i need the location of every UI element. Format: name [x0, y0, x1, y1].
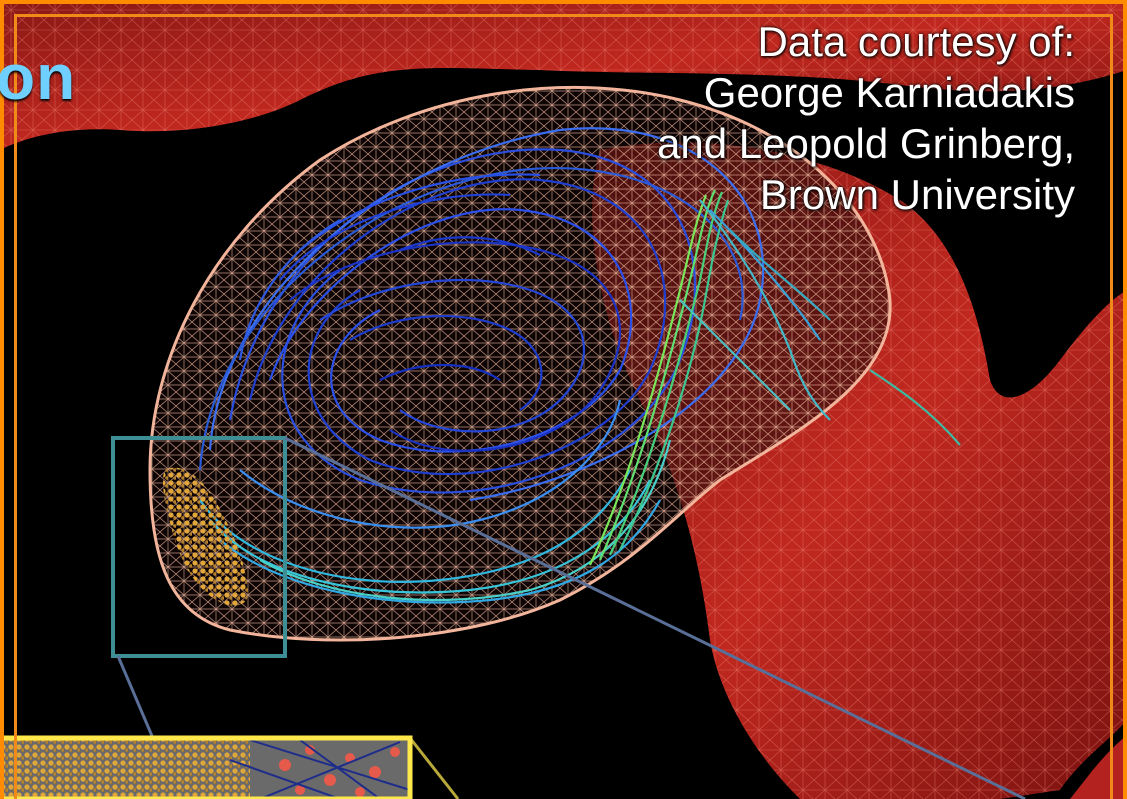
zoom-connector-line [284, 436, 1026, 799]
platelet-aggregate [162, 467, 249, 606]
zoom-inset-preview [0, 735, 413, 799]
credit-line-1: Data courtesy of: [757, 18, 1075, 65]
zoom-connector-line-left [116, 655, 154, 737]
credit-line-2: George Karniadakis [703, 69, 1075, 116]
slide-title-fragment: on [0, 41, 77, 113]
flow-streamlines [198, 127, 961, 604]
credit-line-3: and Leopold Grinberg, [657, 120, 1075, 167]
inset-selection-box [111, 436, 287, 658]
data-credit: Data courtesy of: George Karniadakis and… [657, 16, 1075, 220]
upper-vessel [0, 0, 1127, 150]
zoom-connector-line-yellow [408, 737, 460, 799]
credit-line-4: Brown University [759, 171, 1075, 218]
